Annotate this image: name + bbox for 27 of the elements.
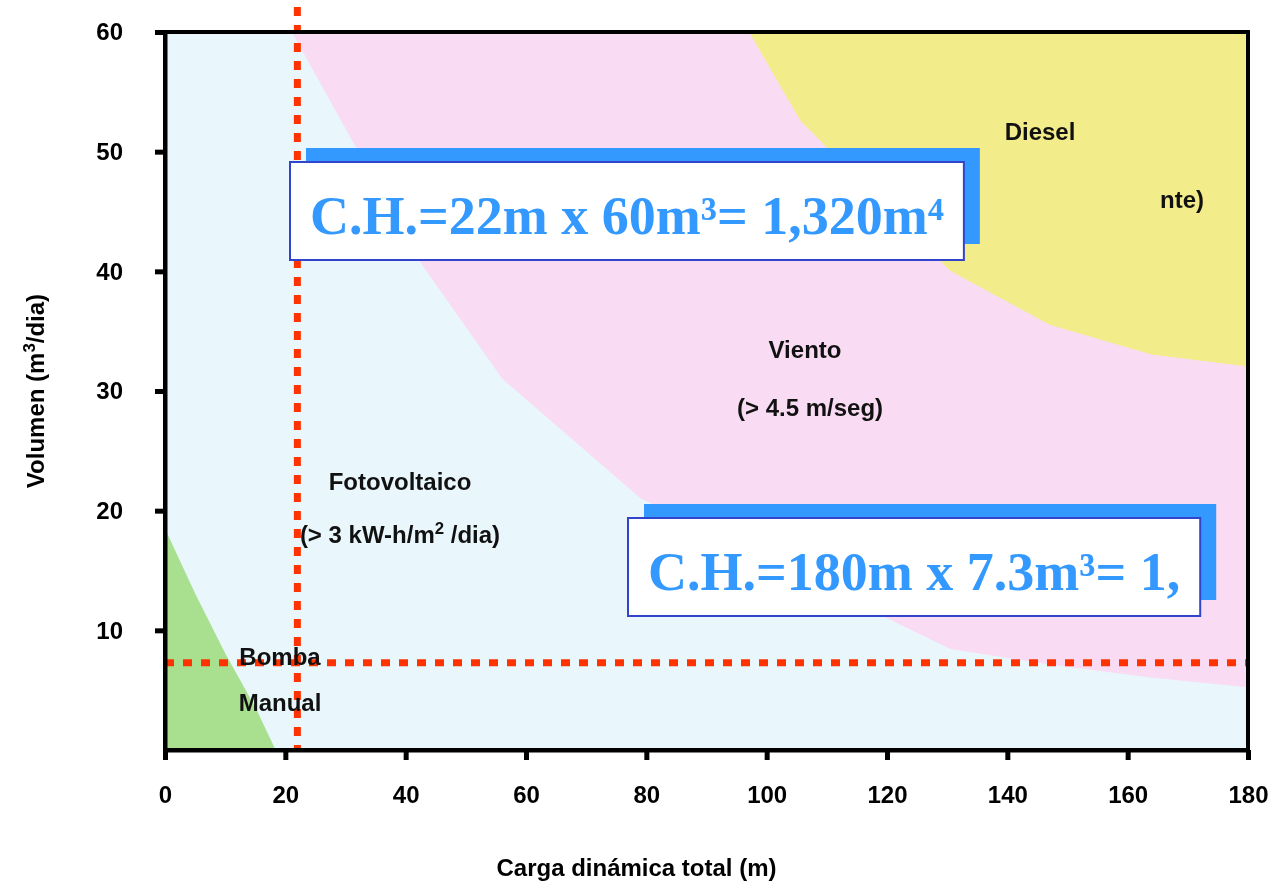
y-tick-label: 60 <box>96 18 123 46</box>
annotation: (> 3 kW-h/m$^{2}$ /dia) <box>299 518 501 548</box>
x-tick-label: 80 <box>633 781 661 809</box>
annotation: C.H.=22m x 60m³= 1,320m⁴ <box>310 186 944 246</box>
annotation: Bomba <box>239 643 322 670</box>
y-tick-label: 50 <box>96 137 123 165</box>
x-tick-label: 180 <box>1228 781 1269 809</box>
x-tick-label: 20 <box>272 781 300 809</box>
annotation: (> 4.5 m/seg) <box>736 394 884 421</box>
y-tick-label: 20 <box>96 496 123 524</box>
x-tick-label: 0 <box>158 781 173 809</box>
annotation: Manual <box>238 689 322 716</box>
y-tick-label: 10 <box>96 616 123 644</box>
x-tick-label: 40 <box>392 781 420 809</box>
y-tick-label: 30 <box>96 377 123 405</box>
y-tick-label: 40 <box>96 257 123 285</box>
x-axis-title: Carga dinámica total (m) <box>496 854 777 881</box>
x-tick-label: 60 <box>513 781 540 809</box>
annotation: Fotovoltaico <box>328 468 472 495</box>
annotation: Viento <box>768 336 842 363</box>
annotation: Diesel <box>1004 118 1076 145</box>
x-tick-label: 100 <box>747 781 788 809</box>
x-tick-label: 140 <box>987 781 1028 809</box>
annotation: C.H.=180m x 7.3m³= 1, <box>648 542 1181 602</box>
annotation: nte) <box>1160 186 1204 213</box>
x-tick-label: 160 <box>1108 781 1149 809</box>
x-tick-label: 120 <box>867 781 908 809</box>
